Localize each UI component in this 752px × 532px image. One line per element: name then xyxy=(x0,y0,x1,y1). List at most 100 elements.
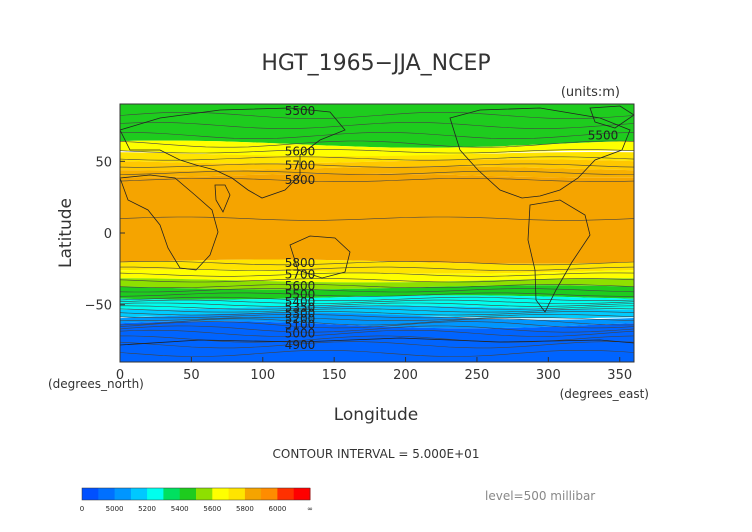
x-axis-ticks: 0 50 100 150 200 250 300 350 xyxy=(116,357,632,383)
colorbar-swatch xyxy=(98,488,116,500)
contour-line xyxy=(119,149,635,154)
contour-label: 5600 xyxy=(285,144,316,158)
contour-line xyxy=(119,112,635,119)
contour-line xyxy=(119,163,635,168)
color-bands xyxy=(120,104,634,362)
colorbar-swatch xyxy=(82,488,99,500)
colorbar xyxy=(81,487,311,501)
color-band xyxy=(120,166,634,178)
contour-label: 4900 xyxy=(285,338,316,352)
x-tick-label: 150 xyxy=(322,368,347,383)
colorbar-label: 5800 xyxy=(236,505,254,513)
north-america-outline xyxy=(449,107,631,199)
colorbar-label: 5400 xyxy=(171,505,189,513)
colorbar-swatch xyxy=(212,488,230,500)
contour-line xyxy=(119,292,634,297)
x-tick-label: 200 xyxy=(393,368,418,383)
colorbar-label: 6000 xyxy=(268,505,286,513)
contour-label: 5500 xyxy=(285,288,316,302)
contour-label: 5500 xyxy=(285,104,316,118)
contour-line xyxy=(119,314,635,319)
colorbar-swatch xyxy=(147,488,164,500)
contour-lines xyxy=(119,112,635,357)
colorbar-label: 0 xyxy=(80,505,84,513)
india-outline xyxy=(214,184,231,213)
contour-line xyxy=(120,266,635,271)
colorbar-swatch xyxy=(130,488,148,500)
contour-line xyxy=(119,288,635,293)
color-band xyxy=(120,152,634,164)
x-tick-label: 50 xyxy=(183,368,200,383)
contour-label: 5000 xyxy=(285,326,316,340)
contour-label: 5800 xyxy=(285,173,316,187)
south-america-outline xyxy=(527,199,591,313)
color-band xyxy=(120,159,634,171)
x-unit-label: (degrees_east) xyxy=(560,387,649,401)
y-tick-label: −50 xyxy=(85,299,112,314)
contour-label: 5350 xyxy=(285,301,316,315)
y-axis-ticks: 50 0 −50 xyxy=(85,155,125,314)
x-axis-title: Longitude xyxy=(334,405,419,425)
plot-area: 5500550056005700580058005700560055005400… xyxy=(119,103,635,363)
contour-line xyxy=(119,156,635,161)
x-tick-label: 300 xyxy=(536,368,561,383)
chart-title: HGT_1965−JJA_NCEP xyxy=(261,51,490,76)
colorbar-label: 5600 xyxy=(203,505,221,513)
contour-line xyxy=(119,311,635,316)
contour-line xyxy=(119,317,635,321)
color-band xyxy=(120,295,634,310)
color-band xyxy=(120,104,634,148)
contour-label: 5500 xyxy=(588,129,619,143)
contour-line xyxy=(119,329,635,337)
colorbar-swatch xyxy=(277,488,295,500)
contour-label: 5400 xyxy=(285,295,316,309)
contour-line xyxy=(119,284,635,288)
units-label: (units:m) xyxy=(561,85,620,100)
y-tick-label: 50 xyxy=(95,155,112,170)
antarctica-outline xyxy=(119,337,635,346)
colorbar-swatch xyxy=(261,488,278,500)
colorbar-swatch xyxy=(179,488,197,500)
color-band xyxy=(120,305,634,319)
colorbar-frame xyxy=(81,487,311,501)
contour-line xyxy=(119,140,635,148)
contour-label: 5700 xyxy=(285,159,316,173)
contour-line xyxy=(119,272,635,277)
color-band xyxy=(120,269,634,283)
contour-line xyxy=(119,299,635,304)
contour-line xyxy=(119,278,635,283)
x-tick-label: 250 xyxy=(465,368,490,383)
level-text: level=500 millibar xyxy=(485,489,595,503)
color-band xyxy=(120,321,634,362)
x-tick-label: 0 xyxy=(116,368,124,383)
contour-line xyxy=(119,302,635,307)
contour-line xyxy=(119,261,635,266)
contour-labels: 5500550056005700580058005700560055005400… xyxy=(285,104,619,352)
colorbar-labels: 0 5000 5200 5400 5600 5800 6000 ∞ xyxy=(80,505,313,513)
colorbar-swatch xyxy=(244,488,262,500)
africa-outline xyxy=(119,174,219,271)
y-tick-label: 0 xyxy=(104,227,112,242)
contour-label: 5700 xyxy=(285,268,316,282)
colorbar-label: ∞ xyxy=(307,505,313,513)
contour-interval-text: CONTOUR INTERVAL = 5.000E+01 xyxy=(273,447,480,461)
greenland-outline xyxy=(589,105,635,129)
contour-line xyxy=(120,132,635,139)
contour-label: 5100 xyxy=(285,318,316,332)
contour-line xyxy=(119,308,635,313)
x-tick-label: 100 xyxy=(250,368,275,383)
colorbar-swatch xyxy=(228,488,246,500)
contour-line xyxy=(119,170,634,175)
contour-line xyxy=(119,341,635,349)
contour-line xyxy=(119,325,635,333)
colorbar-label: 5000 xyxy=(106,505,124,513)
colorbar-swatch xyxy=(114,488,132,500)
colorbar-label: 5200 xyxy=(138,505,156,513)
color-band xyxy=(120,140,634,158)
contour-label: 5600 xyxy=(285,279,316,293)
y-unit-label: (degrees_north) xyxy=(48,377,144,391)
contour-line xyxy=(119,318,635,326)
colorbar-swatch xyxy=(196,488,213,500)
contour-label: 5200 xyxy=(285,312,316,326)
